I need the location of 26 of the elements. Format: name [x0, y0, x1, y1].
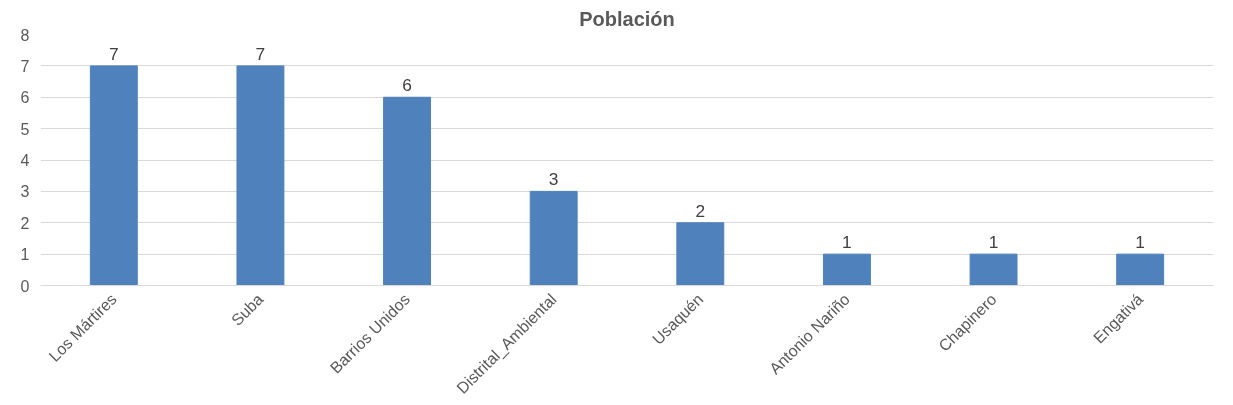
- data-label: 7: [255, 43, 266, 64]
- y-tick-label: 7: [20, 57, 30, 75]
- bar: [529, 190, 578, 286]
- data-label: 2: [695, 200, 706, 221]
- data-label: 1: [842, 232, 852, 253]
- bar: [822, 253, 871, 286]
- bar: [1116, 253, 1165, 286]
- bar: [969, 253, 1018, 286]
- y-tick-label: 6: [20, 89, 30, 107]
- y-tick-label: 8: [20, 26, 30, 44]
- data-label: 7: [108, 43, 119, 64]
- data-label: 1: [1135, 232, 1146, 253]
- bar: [383, 96, 432, 286]
- y-tick-label: 3: [20, 183, 30, 201]
- data-label: 3: [548, 169, 559, 190]
- bar: [236, 65, 285, 286]
- bar: [89, 65, 138, 286]
- y-tick-label: 5: [20, 120, 30, 138]
- data-label: 6: [402, 75, 412, 96]
- y-tick-label: 4: [20, 152, 30, 169]
- chart-title: Población: [579, 7, 675, 30]
- y-tick-label: 1: [20, 246, 30, 264]
- y-tick-label: 0: [20, 277, 30, 295]
- bar: [676, 222, 725, 286]
- y-tick-label: 2: [20, 214, 30, 232]
- data-label: 1: [988, 232, 999, 253]
